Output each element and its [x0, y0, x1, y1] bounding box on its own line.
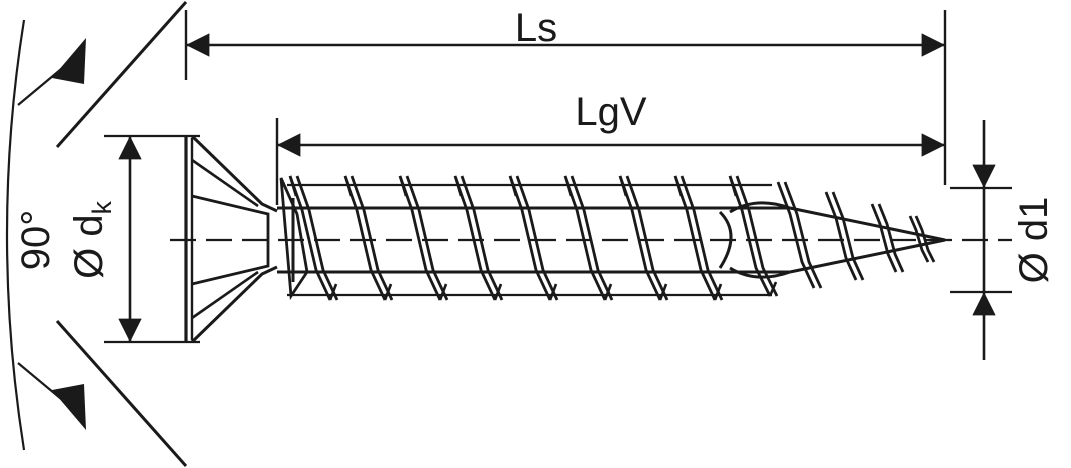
dk-subscript: k: [86, 201, 117, 215]
dimension-dk: [104, 134, 200, 344]
dk-prefix: Ø d: [66, 214, 111, 279]
head-angle-indicator: [5, 1, 188, 467]
dimension-label-ls: Ls: [514, 6, 558, 50]
dimension-label-lgv: LgV: [575, 90, 647, 134]
dimension-lgv: [275, 118, 945, 205]
dimension-label-head-diameter: Ø dk: [66, 201, 117, 279]
dimension-ls: [184, 10, 947, 185]
dimension-label-shank-diameter: Ø d1: [1012, 196, 1056, 284]
thread-peaks-bottom: [328, 281, 778, 301]
screw-shank: [277, 198, 946, 282]
dimension-label-head-angle: 90°: [14, 209, 58, 271]
thread-flanks: [279, 175, 936, 301]
screw-tip: [718, 201, 791, 279]
thread-peaks-top: [288, 175, 738, 197]
thread-envelope: [287, 183, 772, 297]
